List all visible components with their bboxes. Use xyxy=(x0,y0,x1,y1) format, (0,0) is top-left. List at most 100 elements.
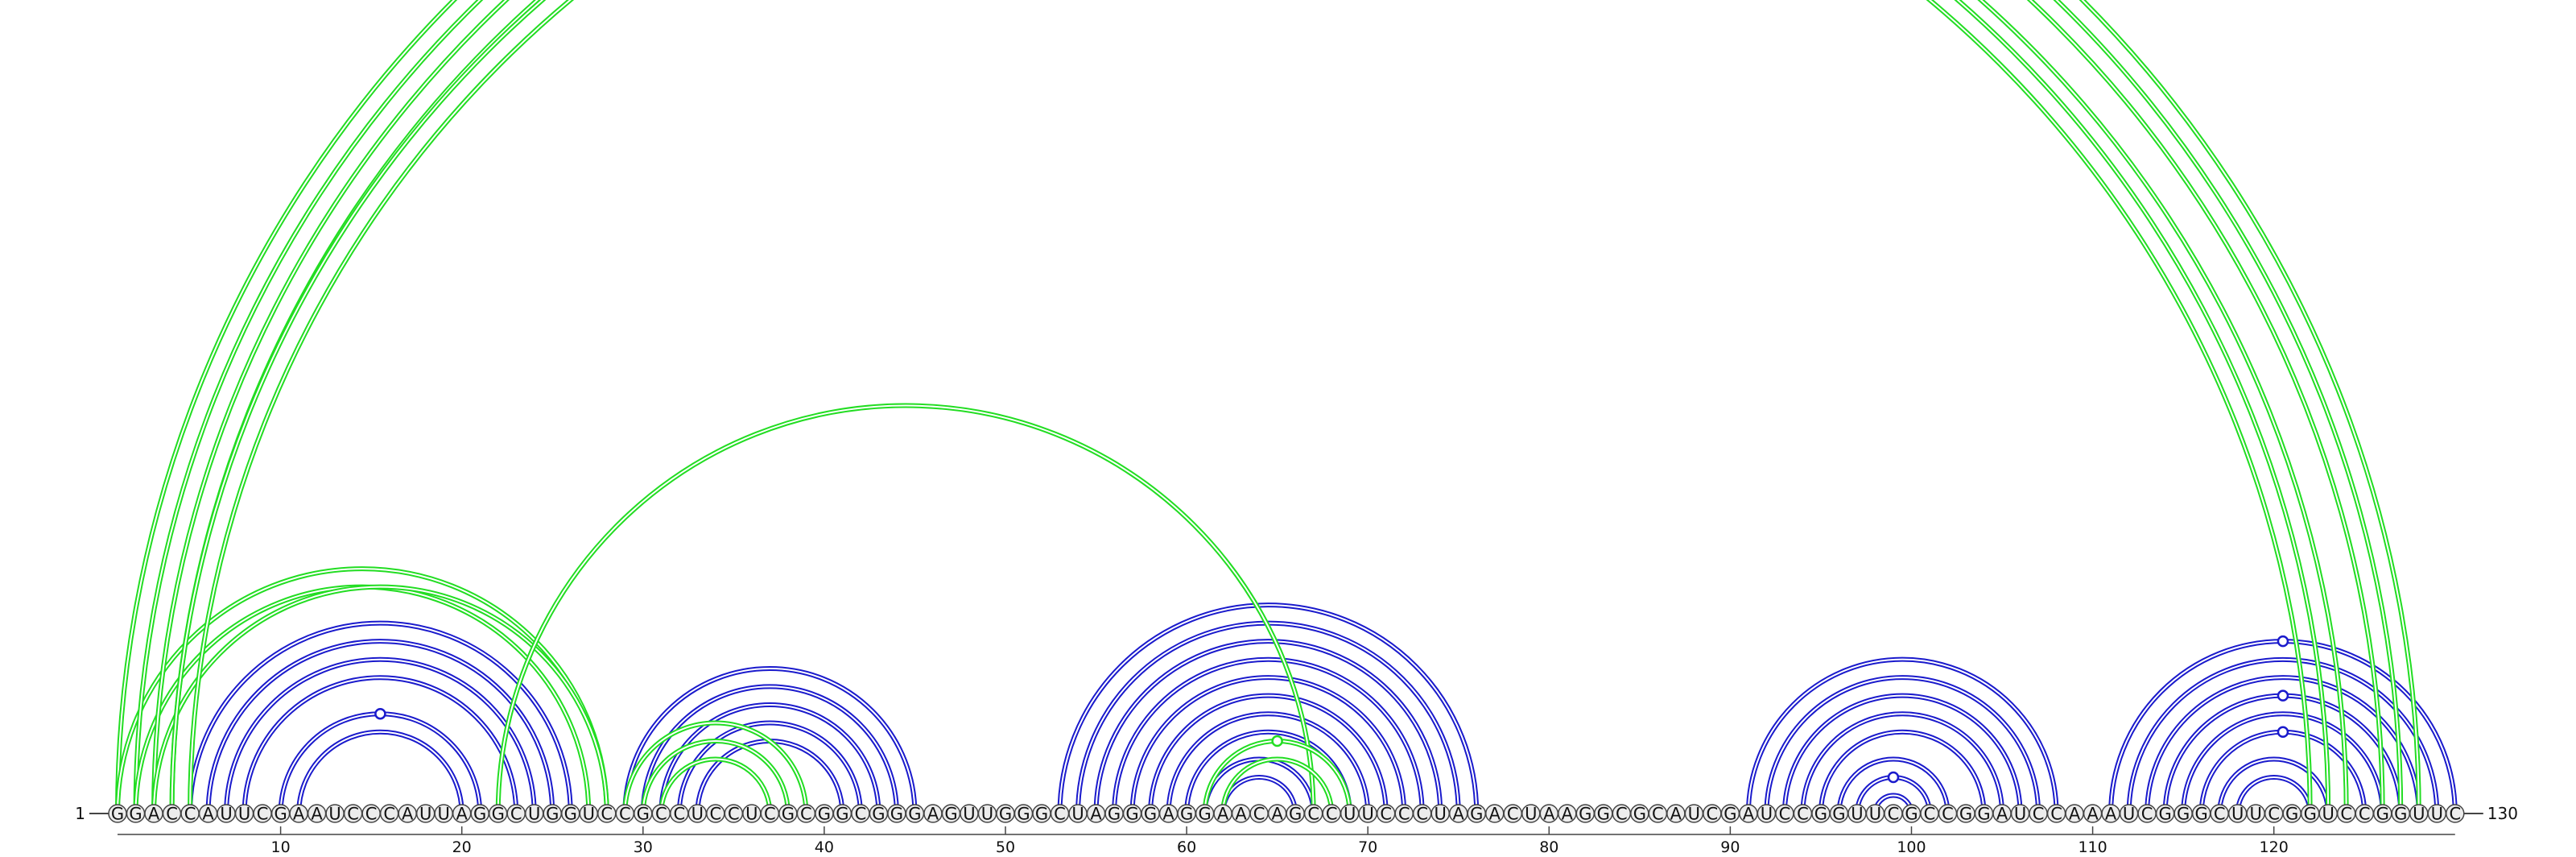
nucleotide-5: C xyxy=(180,804,200,824)
nucleotide-69: U xyxy=(1340,804,1360,824)
arc-blue-93-106 xyxy=(1781,693,2023,814)
arc-core xyxy=(2146,677,2420,814)
nucleotide-14: C xyxy=(343,804,363,824)
nucleotide-33: U xyxy=(687,804,708,824)
nucleotide-letter: U xyxy=(2014,805,2026,824)
arc-core xyxy=(1783,694,2021,814)
arc-core xyxy=(678,722,861,814)
arc-blue-10-21 xyxy=(278,711,483,814)
nucleotide-letter: C xyxy=(619,805,631,824)
nucleotide-letter: U xyxy=(437,805,449,824)
arc-blue-31-43 xyxy=(658,702,881,814)
sequence-end-label: 130 xyxy=(2487,804,2518,823)
arc-blue-30-44 xyxy=(640,684,899,814)
nucleotide-118: U xyxy=(2227,804,2248,824)
nucleotide-95: G xyxy=(1811,804,1831,824)
arc-core xyxy=(279,713,481,814)
nucleotide-letter: G xyxy=(1017,805,1030,824)
nucleotide-91: A xyxy=(1739,804,1758,824)
nucleotide-13: U xyxy=(325,804,345,824)
nucleotide-letter: C xyxy=(1888,805,1900,824)
nucleotide-127: G xyxy=(2391,804,2411,824)
nucleotide-55: A xyxy=(1086,804,1106,824)
arc-core xyxy=(1838,758,1949,814)
nucleotide-83: G xyxy=(1594,804,1613,824)
nucleotide-60: G xyxy=(1177,804,1196,824)
nucleotide-108: C xyxy=(2046,804,2066,824)
arc-core xyxy=(660,703,880,814)
nucleotide-letter: A xyxy=(1562,805,1574,824)
nucleotide-71: C xyxy=(1376,804,1396,824)
nucleotide-letter: C xyxy=(365,805,378,824)
nucleotide-10: G xyxy=(270,804,291,824)
nucleotide-28: C xyxy=(597,804,617,824)
nucleotide-letter: U xyxy=(1362,805,1374,824)
nucleotide-124: C xyxy=(2336,804,2356,824)
nucleotide-48: U xyxy=(960,804,979,824)
arc-blue-91-108 xyxy=(1745,656,2059,814)
nucleotide-103: G xyxy=(1956,804,1975,824)
arc-outline xyxy=(169,0,2331,814)
nucleotide-letter: G xyxy=(818,805,831,824)
arc-blue-113-128 xyxy=(2145,675,2421,814)
nucleotide-123: U xyxy=(2318,804,2338,824)
nucleotide-27: U xyxy=(579,804,599,824)
nucleotide-letter: C xyxy=(764,805,776,824)
nucleotide-128: U xyxy=(2409,804,2429,824)
nucleotide-letter: A xyxy=(148,805,160,824)
nucleotide-78: C xyxy=(1503,804,1523,824)
arc-green-3-126 xyxy=(151,0,2385,814)
nucleotide-letter: A xyxy=(1670,805,1682,824)
nucleotide-letter: C xyxy=(1616,805,1628,824)
arc-core xyxy=(624,668,916,814)
nucleotide-letter: C xyxy=(2340,805,2352,824)
nucleotide-letter: C xyxy=(257,805,269,824)
nucleotide-letter: G xyxy=(1470,805,1483,824)
tick-label-30: 30 xyxy=(634,838,653,856)
arc-green-22-67 xyxy=(495,403,1316,814)
nucleotide-35: C xyxy=(724,804,744,824)
arc-core xyxy=(2219,758,2330,814)
arc-outline xyxy=(2198,729,2368,814)
arc-core xyxy=(189,622,572,814)
nucleotide-45: G xyxy=(905,804,925,824)
nucleotide-circle xyxy=(2446,804,2465,823)
nucleotide-letter: G xyxy=(492,805,505,824)
nucleotide-20: A xyxy=(452,804,472,824)
nucleotide-letter: U xyxy=(1344,805,1356,824)
arc-core xyxy=(642,739,789,814)
arc-blue-53-76 xyxy=(1057,602,1480,814)
arc-blue-11-20 xyxy=(296,729,464,814)
nucleotide-29: C xyxy=(615,804,635,824)
nucleotide-letter: C xyxy=(1054,805,1066,824)
nucleotide-letter: U xyxy=(328,805,341,824)
nucleotide-letter: G xyxy=(872,805,885,824)
nucleotide-letter: A xyxy=(311,805,323,824)
nucleotide-letter: G xyxy=(2376,805,2389,824)
nucleotide-letter: U xyxy=(2322,805,2334,824)
nucleotide-9: C xyxy=(253,804,272,824)
nucleotide-letter: C xyxy=(2449,805,2461,824)
arc-outline xyxy=(278,711,483,814)
nucleotide-32: C xyxy=(670,804,689,824)
nucleotide-66: G xyxy=(1286,804,1305,824)
nucleotide-79: U xyxy=(1521,804,1541,824)
arc-core xyxy=(1819,731,1985,814)
nucleotide-letter: G xyxy=(2195,805,2208,824)
nucleotide-121: G xyxy=(2282,804,2301,824)
arc-blue-92-107 xyxy=(1764,675,2041,814)
nucleotide-50: G xyxy=(996,804,1015,824)
nucleotide-letter: G xyxy=(1597,805,1610,824)
nucleotide-16: C xyxy=(379,804,399,824)
nucleotide-letter: U xyxy=(220,805,232,824)
nucleotide-18: U xyxy=(415,804,436,824)
arc-core xyxy=(118,0,2419,814)
nucleotide-letter: C xyxy=(2268,805,2280,824)
nucleotide-letter: C xyxy=(1779,805,1791,824)
arc-outline xyxy=(188,0,2313,814)
nucleotide-36: U xyxy=(742,804,762,824)
nucleotide-letter: G xyxy=(1724,805,1736,824)
nucleotide-letter: G xyxy=(1905,805,1918,824)
nucleotide-73: C xyxy=(1412,804,1432,824)
